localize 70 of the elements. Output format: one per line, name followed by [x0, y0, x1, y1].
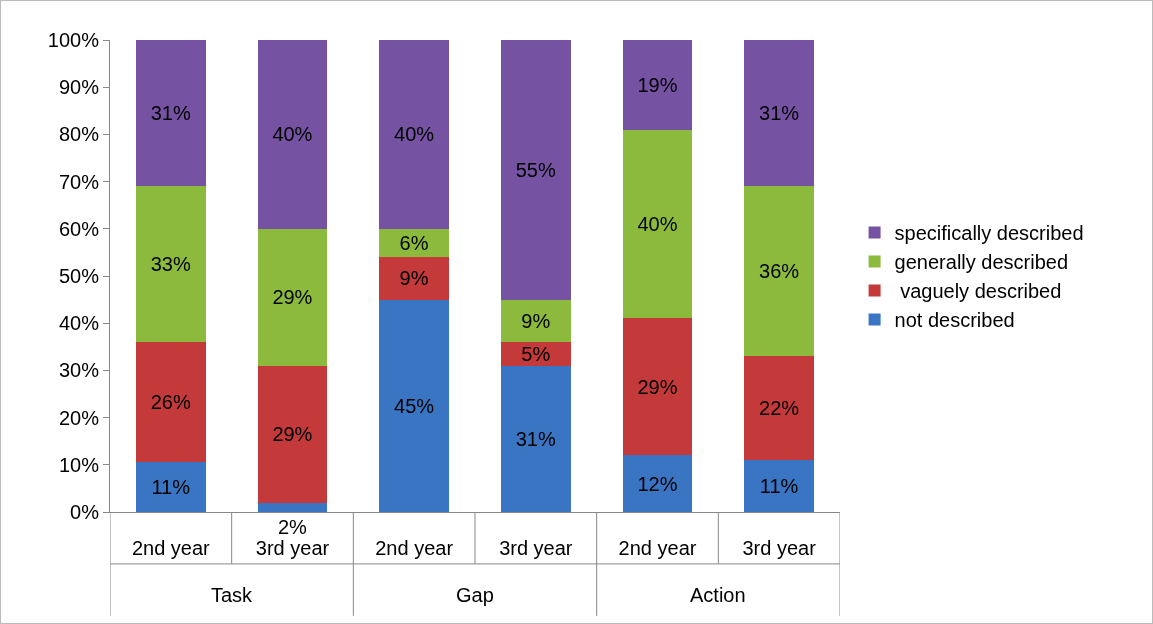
data-label: 29%	[637, 375, 678, 398]
data-label: 40%	[272, 123, 313, 146]
data-label: 45%	[394, 394, 435, 417]
x-tick-label: 2nd year	[131, 537, 211, 559]
bar	[136, 342, 206, 463]
x-tick-label: 2nd year	[618, 537, 697, 559]
bar	[136, 186, 206, 343]
data-label: 26%	[150, 391, 191, 414]
data-label: 9%	[521, 309, 551, 332]
x-tick-label: 3rd year	[255, 537, 330, 559]
y-tick-label: 40%	[58, 312, 100, 335]
data-label: 55%	[515, 158, 556, 181]
bar	[622, 455, 693, 512]
bar	[379, 257, 449, 300]
data-label: 31%	[759, 102, 800, 125]
data-label: 6%	[399, 231, 429, 254]
data-label: 31%	[150, 102, 191, 125]
data-label: 36%	[759, 260, 800, 283]
bar	[501, 299, 571, 343]
bar	[744, 460, 814, 512]
data-label: 11%	[151, 476, 191, 499]
data-label: 40%	[637, 213, 678, 236]
data-label: 9%	[399, 267, 429, 290]
y-tick-label: 50%	[58, 265, 100, 287]
bar	[501, 365, 571, 512]
data-label: 29%	[272, 423, 313, 446]
bar	[257, 228, 328, 366]
data-label: 40%	[394, 123, 435, 146]
y-tick-label: 10%	[58, 453, 100, 476]
data-label: 12%	[637, 472, 678, 495]
x-tick-label: 2nd year	[375, 537, 454, 559]
bar	[744, 186, 814, 357]
bar	[501, 40, 571, 300]
legend-label: specifically described	[894, 222, 1084, 245]
y-tick-label: 90%	[58, 76, 100, 99]
bar	[257, 40, 328, 229]
y-tick-label: 20%	[58, 406, 100, 429]
x-tick-label: 3rd year	[742, 537, 817, 559]
y-tick-label: 100%	[47, 29, 100, 51]
bar	[136, 40, 206, 187]
data-label: 22%	[759, 397, 800, 420]
bar	[257, 502, 328, 512]
legend-label: generally described	[894, 251, 1069, 274]
data-label: 11%	[759, 475, 799, 498]
bar	[379, 299, 449, 512]
bar	[622, 318, 693, 456]
bar	[744, 40, 814, 187]
x-tick-label: 3rd year	[499, 537, 573, 559]
y-tick-label: 60%	[58, 217, 100, 240]
data-label: 31%	[515, 427, 556, 450]
text: Task	[211, 584, 254, 606]
text: Gap	[456, 584, 494, 606]
data-label: 5%	[521, 342, 551, 365]
bar	[136, 462, 206, 512]
bar	[622, 40, 693, 130]
legend-label: not described	[894, 309, 1015, 332]
bar	[257, 365, 328, 503]
data-label: 2%	[278, 516, 308, 538]
data-label: 33%	[150, 253, 191, 276]
data-label: 29%	[272, 286, 313, 309]
bar	[379, 40, 449, 229]
bar	[744, 356, 814, 461]
y-tick-label: 80%	[58, 123, 100, 146]
text: Action	[690, 584, 746, 606]
y-tick-label: 0%	[70, 501, 100, 523]
bar	[622, 129, 693, 319]
legend-label: vaguely described	[894, 280, 1062, 303]
y-tick-label: 70%	[58, 170, 100, 193]
data-label: 19%	[637, 73, 678, 96]
y-tick-label: 30%	[58, 359, 100, 382]
